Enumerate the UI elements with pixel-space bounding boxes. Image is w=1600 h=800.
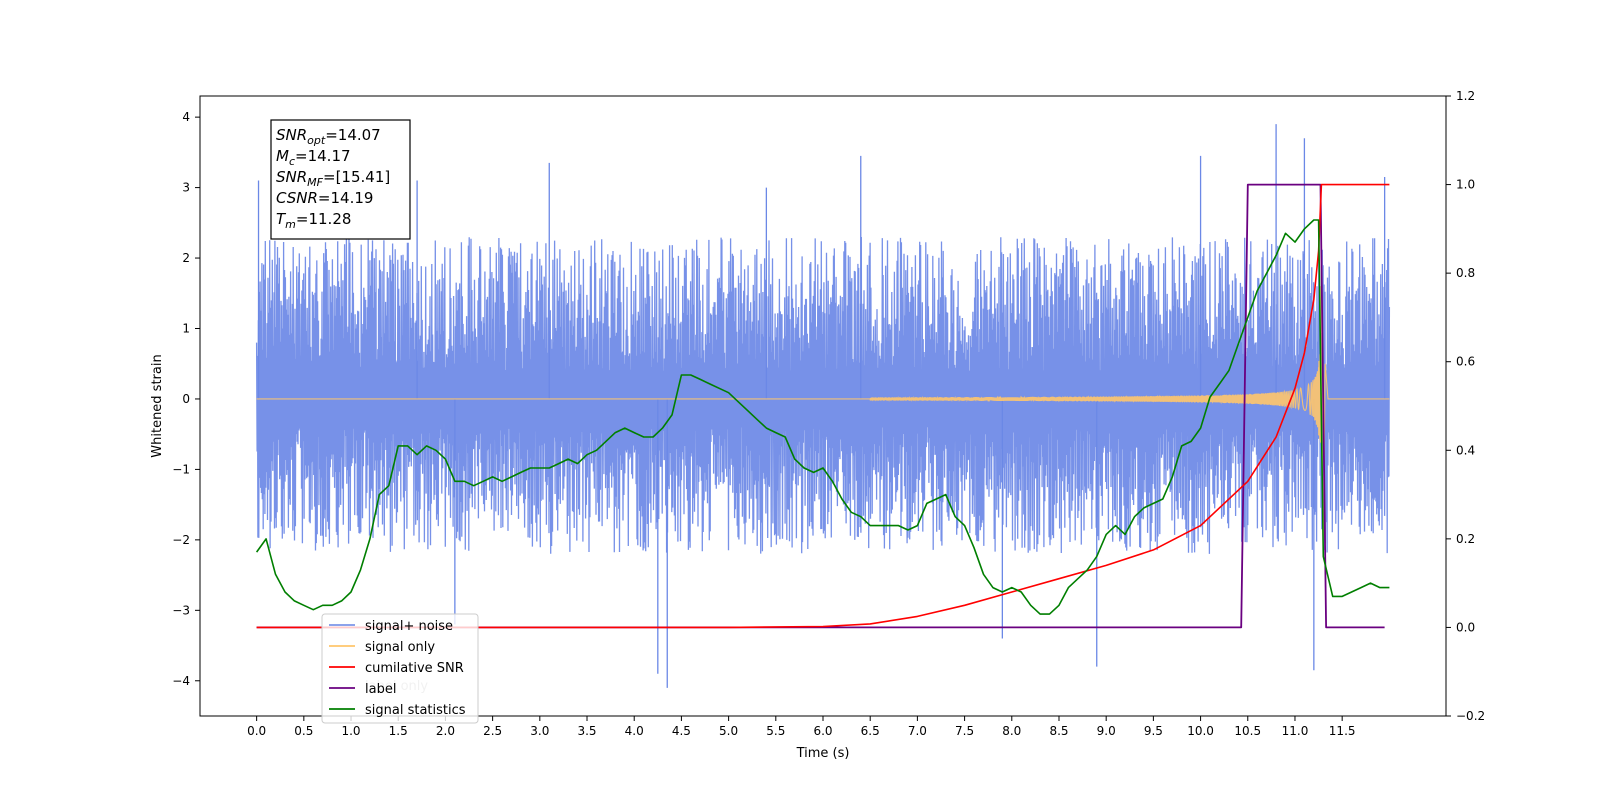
y2-tick-label: 1.2 — [1456, 89, 1475, 103]
y2-tick-label: 0.6 — [1456, 355, 1475, 369]
annotation-box — [270, 119, 411, 240]
x-tick-label: 4.0 — [625, 724, 644, 738]
x-tick-label: 9.5 — [1144, 724, 1163, 738]
y2-tick-label: 1.0 — [1456, 178, 1475, 192]
series-cumulative-snr — [256, 183, 1390, 629]
legend-entry: label — [365, 682, 396, 697]
x-tick-label: 9.0 — [1097, 724, 1116, 738]
x-tick-label: 8.5 — [1049, 724, 1068, 738]
x-tick-label: 10.0 — [1187, 724, 1214, 738]
legend-entry: signal+ noise — [365, 619, 453, 634]
y-tick-label: −2 — [172, 533, 190, 547]
y2-tick-label: 0.4 — [1456, 443, 1475, 457]
x-tick-label: 3.5 — [577, 724, 596, 738]
x-tick-label: 5.5 — [766, 724, 785, 738]
x-tick-label: 8.0 — [1002, 724, 1021, 738]
x-tick-label: 5.0 — [719, 724, 738, 738]
y-tick-label: 2 — [182, 251, 190, 265]
legend-entry: signal statistics — [365, 703, 466, 718]
y-axis-label: Whitened strain — [150, 354, 165, 457]
series-signal-only — [256, 286, 1390, 540]
legend — [321, 613, 479, 724]
x-tick-label: 3.0 — [530, 724, 549, 738]
y-tick-label: 3 — [182, 181, 190, 195]
series-signal-noise — [255, 236, 1391, 554]
x-tick-label: 1.0 — [341, 724, 360, 738]
annotation-line: CSNR=14.19 — [276, 189, 373, 207]
x-tick-label: 2.0 — [436, 724, 455, 738]
x-tick-label: 4.5 — [672, 724, 691, 738]
y2-tick-label: 0.2 — [1456, 532, 1475, 546]
y-tick-label: 0 — [182, 392, 190, 406]
x-tick-label: 0.0 — [247, 724, 266, 738]
x-axis-label: Time (s) — [796, 746, 850, 761]
x-tick-label: 0.5 — [294, 724, 313, 738]
legend-entry: cumilative SNR — [365, 661, 464, 676]
legend-entry: signal only — [365, 640, 435, 655]
y-tick-label: −4 — [172, 674, 190, 688]
x-tick-label: 6.0 — [813, 724, 832, 738]
annotation-line: Mc=14.17 — [276, 147, 351, 168]
x-tick-label: 11.0 — [1282, 724, 1309, 738]
x-tick-label: 6.5 — [861, 724, 880, 738]
annotation-line: SNRMF=[15.41] — [276, 168, 390, 189]
y2-tick-label: 0.8 — [1456, 266, 1475, 280]
y-tick-label: −3 — [172, 603, 190, 617]
series-label — [256, 183, 1385, 629]
x-tick-label: 2.5 — [483, 724, 502, 738]
series-signal-statistics — [255, 219, 1390, 615]
y-tick-label: −1 — [172, 462, 190, 476]
x-tick-label: 10.5 — [1234, 724, 1261, 738]
y2-tick-label: 0.0 — [1456, 620, 1475, 634]
x-tick-label: 7.5 — [955, 724, 974, 738]
y-tick-label: 4 — [182, 110, 190, 124]
annotation-line: Tm=11.28 — [276, 210, 351, 231]
y-tick-label: 1 — [182, 322, 190, 336]
x-tick-label: 1.5 — [389, 724, 408, 738]
annotation-line: SNRopt=14.07 — [276, 126, 381, 147]
x-tick-label: 11.5 — [1329, 724, 1356, 738]
y2-tick-label: −0.2 — [1456, 709, 1485, 723]
x-tick-label: 7.0 — [908, 724, 927, 738]
